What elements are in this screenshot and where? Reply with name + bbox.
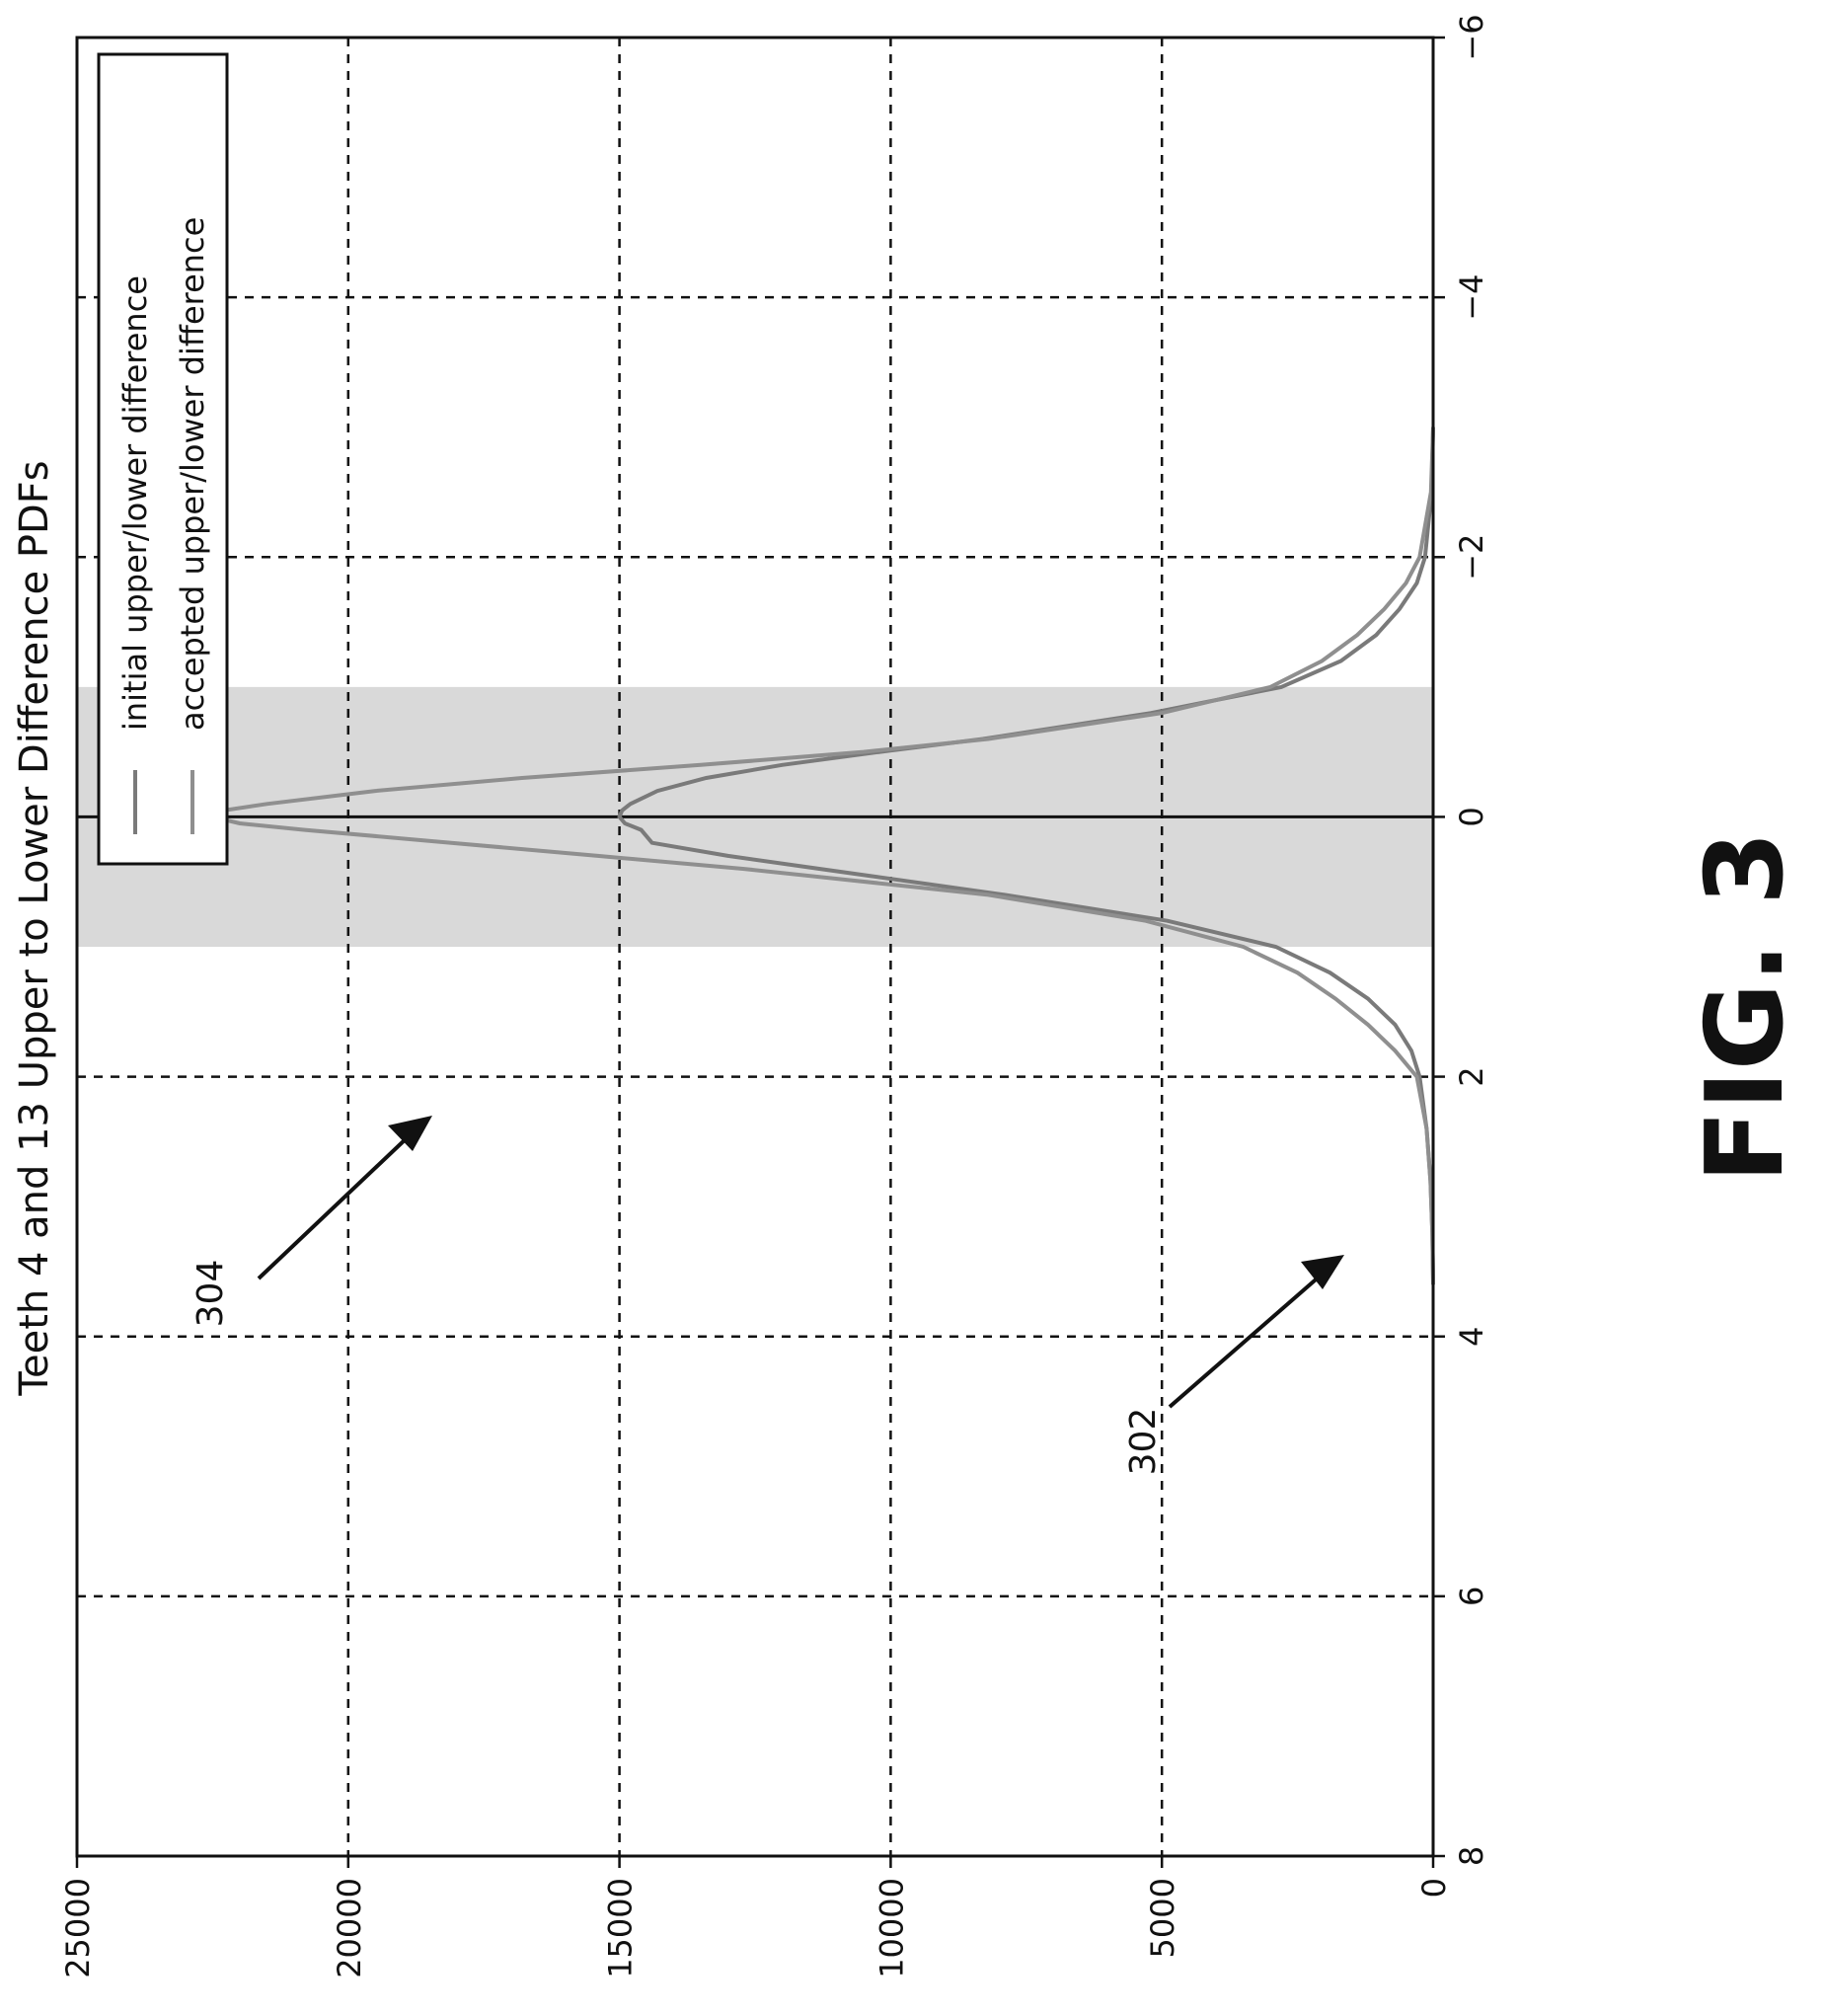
x-tick-label: 2 [1453, 1066, 1490, 1086]
callout-302-arrow [1168, 1272, 1325, 1409]
y-tick-label: 20000 [331, 1878, 368, 1978]
plot-frame [75, 36, 1435, 1858]
x-tick-label: 8 [1453, 1846, 1490, 1866]
y-tick-label: 5000 [1144, 1878, 1181, 1958]
callout-302-arrowhead [1301, 1255, 1344, 1289]
x-tick-label: 6 [1453, 1587, 1490, 1606]
legend-box [97, 52, 229, 866]
x-tick-label: 0 [1453, 807, 1490, 826]
x-tick-label: −6 [1453, 14, 1490, 60]
y-tick-label: 25000 [59, 1878, 97, 1978]
legend: initial upper/lower difference accepted … [97, 52, 229, 866]
y-tick-label: 10000 [873, 1878, 910, 1978]
x-tick-label: 4 [1453, 1327, 1490, 1347]
grid-layer [77, 38, 1433, 1856]
callout-302-label: 302 [1123, 1408, 1164, 1476]
callout-304-arrowhead [388, 1116, 432, 1151]
figure-label: FIG. 3 [1684, 831, 1807, 1183]
y-tick-label: 0 [1415, 1878, 1453, 1898]
callout-304-label: 304 [190, 1260, 231, 1328]
legend-label-initial: initial upper/lower difference [116, 275, 154, 731]
legend-label-accepted: accepted upper/lower difference [174, 217, 211, 731]
callout-304: 304 [190, 1116, 432, 1327]
callout-302: 302 [1123, 1255, 1344, 1475]
series-line-initial [617, 426, 1435, 1285]
chart-title: Teeth 4 and 13 Upper to Lower Difference… [12, 460, 57, 1396]
y-tick-label: 15000 [602, 1878, 640, 1978]
x-tick-label: −2 [1453, 534, 1490, 581]
x-tick-label: −4 [1453, 274, 1490, 321]
callout-304-arrow [257, 1133, 412, 1280]
